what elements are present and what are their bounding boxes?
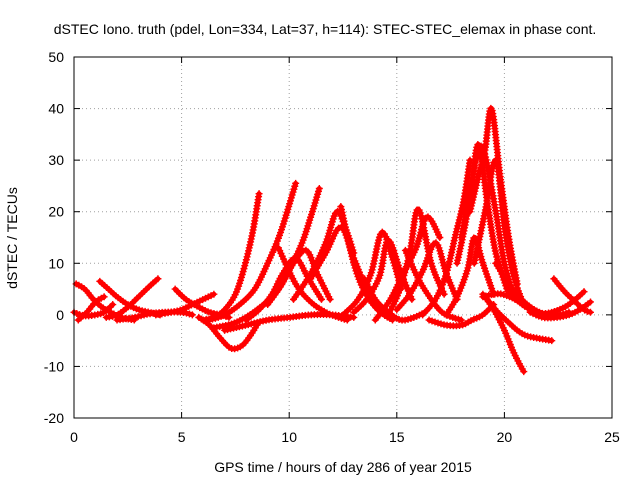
data-point xyxy=(188,311,196,319)
x-tick-label: 25 xyxy=(604,429,620,445)
grid-lines xyxy=(74,57,612,418)
x-tick-label: 20 xyxy=(497,429,513,445)
series-track xyxy=(479,290,528,376)
series-track xyxy=(470,156,526,303)
series-track xyxy=(533,288,588,319)
series-track xyxy=(206,179,300,324)
data-point xyxy=(292,179,300,187)
data-point xyxy=(440,290,448,298)
series-track xyxy=(274,244,351,324)
y-tick-label: 20 xyxy=(48,204,64,220)
series-track xyxy=(199,190,263,324)
series-track xyxy=(195,313,261,353)
y-tick-label: 0 xyxy=(56,307,64,323)
series-track xyxy=(337,203,396,324)
data-point xyxy=(154,275,162,283)
series-track xyxy=(102,275,162,321)
axis-ticks: 0 5 10 15 20 25 -20 -10 0 10 20 30 40 50 xyxy=(44,49,620,445)
x-axis-label: GPS time / hours of day 286 of year 2015 xyxy=(214,459,472,475)
x-tick-label: 5 xyxy=(178,429,186,445)
data-point xyxy=(255,190,263,198)
series-track xyxy=(425,301,498,330)
data-point xyxy=(109,301,117,309)
data-point xyxy=(586,308,594,316)
plot-frame xyxy=(73,56,613,419)
data-point xyxy=(436,234,444,241)
data-point xyxy=(343,316,351,324)
y-tick-label: 10 xyxy=(48,255,64,271)
data-point xyxy=(580,288,588,296)
data-point xyxy=(586,298,594,306)
data-point xyxy=(457,316,465,324)
data-point xyxy=(100,293,108,301)
data-point xyxy=(315,185,323,193)
y-tick-label: 50 xyxy=(48,49,64,65)
data-point xyxy=(326,295,334,303)
data-point xyxy=(548,337,556,345)
y-tick-label: 40 xyxy=(48,101,64,117)
y-tick-label: 30 xyxy=(48,152,64,168)
y-tick-label: -20 xyxy=(44,410,64,426)
y-axis-label: dSTEC / TECUs xyxy=(4,187,20,289)
series-track xyxy=(419,156,474,319)
x-tick-label: 10 xyxy=(281,429,297,445)
data-points xyxy=(70,104,594,376)
series-track xyxy=(401,246,465,324)
x-tick-label: 15 xyxy=(389,429,405,445)
data-point xyxy=(520,368,528,376)
x-tick-label: 0 xyxy=(70,429,78,445)
data-point xyxy=(408,295,416,303)
data-point xyxy=(317,295,325,303)
series-track xyxy=(74,293,108,324)
data-point xyxy=(210,290,218,298)
chart-title: dSTEC Iono. truth (pdel, Lon=334, Lat=37… xyxy=(54,21,597,37)
y-tick-label: -10 xyxy=(44,358,64,374)
